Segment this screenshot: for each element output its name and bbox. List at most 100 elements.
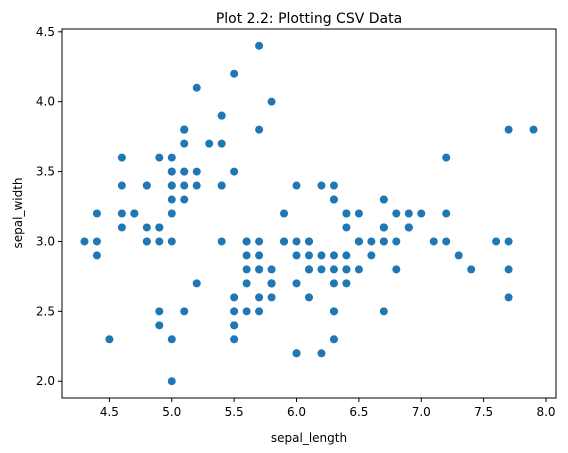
data-point-141 xyxy=(404,223,413,232)
data-point-64 xyxy=(242,251,251,260)
chart-title: Plot 2.2: Plotting CSV Data xyxy=(216,11,402,27)
data-point-79 xyxy=(255,293,264,302)
data-point-17 xyxy=(180,167,189,176)
data-point-60 xyxy=(167,377,176,386)
data-point-43 xyxy=(167,167,176,176)
data-point-115 xyxy=(342,209,351,218)
data-points xyxy=(80,41,538,386)
data-point-85 xyxy=(292,181,301,190)
data-point-133 xyxy=(329,265,338,274)
x-tick-label-0: 4.5 xyxy=(100,405,119,419)
data-point-143 xyxy=(392,209,401,218)
data-point-30 xyxy=(142,223,151,232)
data-point-70 xyxy=(280,209,289,218)
data-point-37 xyxy=(155,153,164,162)
x-tick-label-1: 5.0 xyxy=(162,405,181,419)
y-axis-ticks: 2.0 2.5 3.0 3.5 4.0 4.5 xyxy=(36,25,62,388)
data-point-87 xyxy=(329,335,338,344)
data-point-146 xyxy=(329,307,338,316)
data-point-144 xyxy=(379,195,388,204)
x-tick-label-5: 7.0 xyxy=(412,405,431,419)
data-point-3 xyxy=(117,223,126,232)
data-point-105 xyxy=(492,237,501,246)
data-point-34 xyxy=(155,223,164,232)
data-point-99 xyxy=(255,265,264,274)
y-tick-label-5: 4.5 xyxy=(36,25,55,39)
data-point-15 xyxy=(255,41,264,50)
data-point-38 xyxy=(92,237,101,246)
x-axis-ticks: 4.5 5.0 5.5 6.0 6.5 7.0 7.5 8.0 xyxy=(100,398,556,419)
data-point-27 xyxy=(192,167,201,176)
y-tick-label-3: 3.5 xyxy=(36,165,55,179)
y-tick-label-4: 4.0 xyxy=(36,95,55,109)
data-point-117 xyxy=(504,125,513,134)
data-point-121 xyxy=(242,265,251,274)
data-point-113 xyxy=(255,307,264,316)
data-point-109 xyxy=(442,153,451,162)
data-point-83 xyxy=(292,279,301,288)
data-point-35 xyxy=(167,209,176,218)
data-point-94 xyxy=(242,279,251,288)
data-point-135 xyxy=(504,237,513,246)
data-point-10 xyxy=(217,139,226,148)
data-point-84 xyxy=(217,237,226,246)
data-point-149 xyxy=(280,237,289,246)
data-point-136 xyxy=(329,181,338,190)
x-tick-label-2: 5.5 xyxy=(225,405,244,419)
data-point-1 xyxy=(155,237,164,246)
x-tick-label-3: 6.0 xyxy=(287,405,306,419)
data-point-119 xyxy=(292,349,301,358)
data-point-131 xyxy=(529,125,538,134)
data-point-32 xyxy=(192,83,201,92)
data-point-120 xyxy=(404,209,413,218)
data-point-31 xyxy=(217,181,226,190)
data-point-16 xyxy=(217,111,226,120)
data-point-59 xyxy=(192,279,201,288)
data-point-41 xyxy=(105,335,114,344)
x-tick-label-4: 6.5 xyxy=(349,405,368,419)
data-point-57 xyxy=(155,321,164,330)
x-tick-label-6: 7.5 xyxy=(474,405,493,419)
data-point-95 xyxy=(255,237,264,246)
data-point-147 xyxy=(354,237,363,246)
y-tick-label-0: 2.0 xyxy=(36,374,55,388)
data-point-127 xyxy=(305,237,313,246)
data-point-47 xyxy=(117,209,126,218)
data-point-49 xyxy=(167,195,176,204)
data-point-122 xyxy=(504,265,513,274)
data-point-24 xyxy=(142,181,151,190)
data-point-69 xyxy=(242,307,251,316)
x-axis-label: sepal_length xyxy=(271,431,347,445)
data-point-108 xyxy=(379,307,388,316)
data-point-13 xyxy=(80,237,89,246)
data-point-148 xyxy=(317,181,326,190)
data-point-21 xyxy=(180,139,189,148)
data-point-96 xyxy=(255,251,264,260)
data-point-92 xyxy=(267,293,276,302)
data-point-81 xyxy=(230,321,239,330)
data-point-23 xyxy=(180,195,189,204)
data-point-110 xyxy=(354,209,363,218)
data-point-14 xyxy=(267,97,276,106)
data-point-118 xyxy=(504,293,513,302)
data-point-114 xyxy=(267,265,276,274)
data-point-46 xyxy=(180,125,189,134)
data-point-39 xyxy=(180,181,189,190)
plot-frame xyxy=(61,28,557,399)
data-point-102 xyxy=(429,237,438,246)
data-point-145 xyxy=(379,237,388,246)
data-point-33 xyxy=(230,69,239,78)
data-point-22 xyxy=(117,153,126,162)
data-point-129 xyxy=(442,237,451,246)
data-point-6 xyxy=(117,181,126,190)
data-point-111 xyxy=(342,279,351,288)
data-point-25 xyxy=(167,237,176,246)
data-point-137 xyxy=(342,223,351,232)
data-point-103 xyxy=(329,251,338,260)
data-point-50 xyxy=(417,209,426,218)
data-point-112 xyxy=(392,237,401,246)
y-tick-label-1: 2.5 xyxy=(36,304,55,318)
data-point-75 xyxy=(367,237,376,246)
data-point-18 xyxy=(255,125,264,134)
data-point-125 xyxy=(442,209,451,218)
